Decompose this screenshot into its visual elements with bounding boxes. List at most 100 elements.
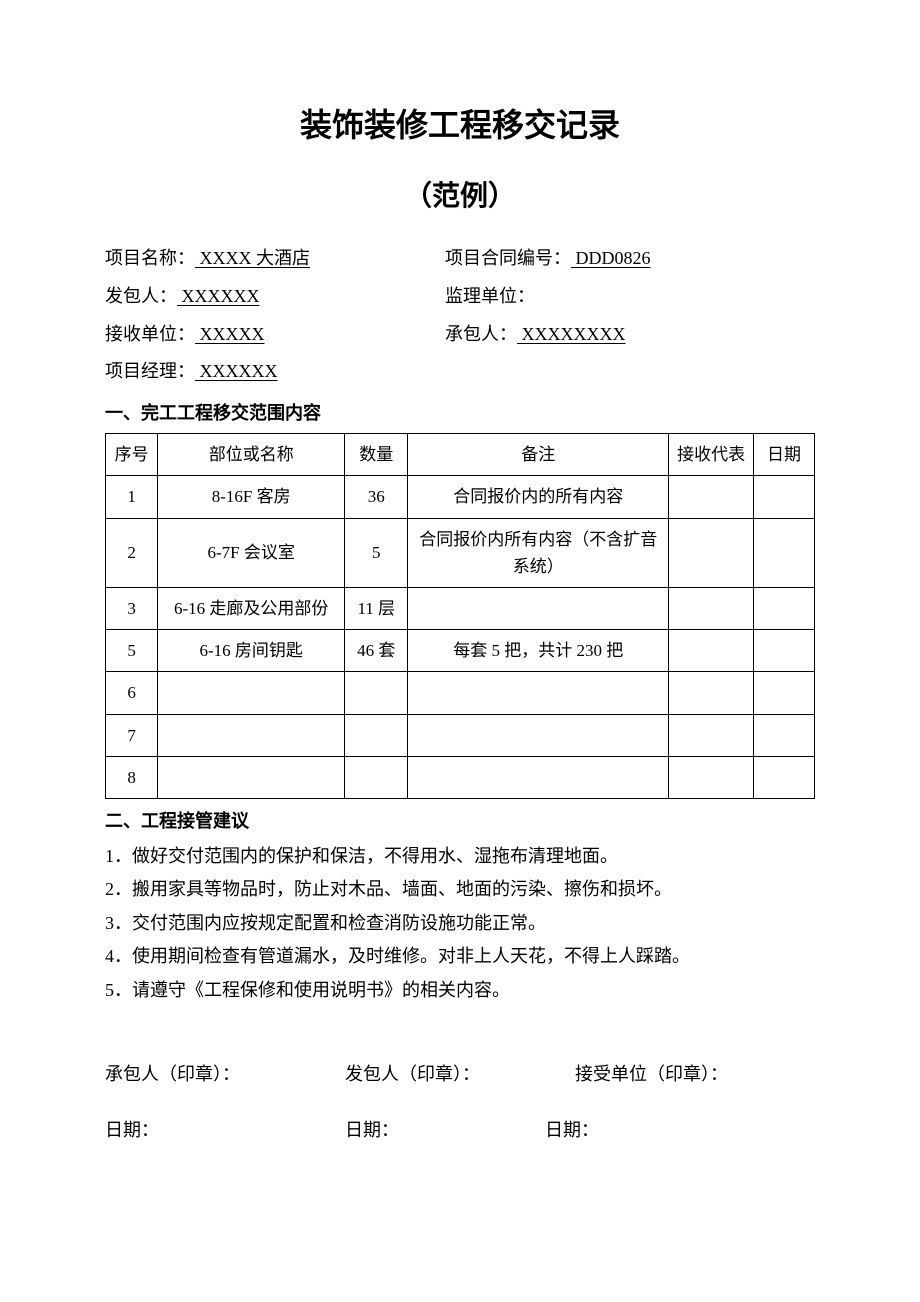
table-cell (345, 672, 408, 714)
table-row: 18-16F 客房36合同报价内的所有内容 (106, 476, 815, 518)
table-cell: 5 (345, 518, 408, 587)
table-cell: 7 (106, 714, 158, 756)
sign-client: 发包人（印章）： (345, 1060, 575, 1086)
table-cell: 2 (106, 518, 158, 587)
table-cell: 11 层 (345, 587, 408, 629)
table-row: 7 (106, 714, 815, 756)
table-cell: 6 (106, 672, 158, 714)
sign-receiver: 接受单位（印章）： (575, 1060, 815, 1086)
table-row: 26-7F 会议室5合同报价内所有内容（不含扩音系统） (106, 518, 815, 587)
handover-table: 序号 部位或名称 数量 备注 接收代表 日期 18-16F 客房36合同报价内的… (105, 433, 815, 799)
table-cell (754, 476, 815, 518)
table-cell (754, 672, 815, 714)
receiver-value: XXXXX (195, 324, 265, 344)
table-row: 8 (106, 756, 815, 798)
table-cell: 8 (106, 756, 158, 798)
contract-no-field: 项目合同编号： DDD0826 (445, 240, 815, 278)
table-cell: 8-16F 客房 (158, 476, 345, 518)
table-cell (408, 587, 669, 629)
table-cell (158, 714, 345, 756)
table-cell (345, 756, 408, 798)
table-row: 6 (106, 672, 815, 714)
table-cell: 1 (106, 476, 158, 518)
title-sub: （范例） (105, 174, 815, 214)
table-cell (669, 587, 754, 629)
table-row: 56-16 房间钥匙46 套每套 5 把，共计 230 把 (106, 630, 815, 672)
table-cell (669, 630, 754, 672)
pm-value: XXXXXX (195, 361, 278, 381)
col-seq: 序号 (106, 434, 158, 476)
col-name: 部位或名称 (158, 434, 345, 476)
suggestion-list: 1．做好交付范围内的保护和保洁，不得用水、湿拖布清理地面。2．搬用家具等物品时，… (105, 841, 815, 1007)
info-row-4: 项目经理： XXXXXX (105, 353, 815, 391)
contract-no-value: DDD0826 (571, 248, 651, 268)
table-cell (669, 756, 754, 798)
date-1: 日期： (105, 1116, 345, 1142)
date-3: 日期： (545, 1116, 815, 1142)
client-label: 发包人： (105, 286, 177, 306)
info-row-3: 接收单位： XXXXX 承包人： XXXXXXXX (105, 316, 815, 354)
table-cell: 合同报价内的所有内容 (408, 476, 669, 518)
table-cell (669, 518, 754, 587)
receiver-label: 接收单位： (105, 324, 195, 344)
table-cell (669, 672, 754, 714)
table-cell (754, 714, 815, 756)
table-cell (754, 587, 815, 629)
pm-label: 项目经理： (105, 361, 195, 381)
table-cell (408, 756, 669, 798)
section2-heading: 二、工程接管建议 (105, 807, 815, 833)
signature-row: 承包人（印章）： 发包人（印章）： 接受单位（印章）： (105, 1060, 815, 1086)
table-cell: 3 (106, 587, 158, 629)
table-cell (158, 756, 345, 798)
table-cell (345, 714, 408, 756)
table-cell (754, 630, 815, 672)
table-cell: 6-16 房间钥匙 (158, 630, 345, 672)
date-row: 日期： 日期： 日期： (105, 1116, 815, 1142)
section1-heading: 一、完工工程移交范围内容 (105, 399, 815, 425)
client-field: 发包人： XXXXXX (105, 278, 445, 316)
table-cell (669, 476, 754, 518)
info-row-2: 发包人： XXXXXX 监理单位： (105, 278, 815, 316)
table-cell: 每套 5 把，共计 230 把 (408, 630, 669, 672)
suggestion-item: 3．交付范围内应按规定配置和检查消防设施功能正常。 (105, 908, 815, 940)
suggestion-item: 2．搬用家具等物品时，防止对木品、墙面、地面的污染、擦伤和损坏。 (105, 874, 815, 906)
table-cell: 6-7F 会议室 (158, 518, 345, 587)
table-row: 36-16 走廊及公用部份11 层 (106, 587, 815, 629)
table-cell: 合同报价内所有内容（不含扩音系统） (408, 518, 669, 587)
table-header-row: 序号 部位或名称 数量 备注 接收代表 日期 (106, 434, 815, 476)
col-rep: 接收代表 (669, 434, 754, 476)
date-2: 日期： (345, 1116, 545, 1142)
table-cell (408, 714, 669, 756)
table-cell (754, 756, 815, 798)
col-remark: 备注 (408, 434, 669, 476)
table-cell: 6-16 走廊及公用部份 (158, 587, 345, 629)
contract-no-label: 项目合同编号： (445, 248, 571, 268)
suggestion-item: 1．做好交付范围内的保护和保洁，不得用水、湿拖布清理地面。 (105, 841, 815, 873)
table-body: 18-16F 客房36合同报价内的所有内容26-7F 会议室5合同报价内所有内容… (106, 476, 815, 799)
info-section: 项目名称： XXXX 大酒店 项目合同编号： DDD0826 发包人： XXXX… (105, 240, 815, 391)
contractor-value: XXXXXXXX (517, 324, 626, 344)
table-cell: 36 (345, 476, 408, 518)
suggestion-item: 4．使用期间检查有管道漏水，及时维修。对非上人天花，不得上人踩踏。 (105, 941, 815, 973)
project-name-label: 项目名称： (105, 248, 195, 268)
table-cell (669, 714, 754, 756)
suggestion-item: 5．请遵守《工程保修和使用说明书》的相关内容。 (105, 975, 815, 1007)
project-name-value: XXXX 大酒店 (195, 248, 310, 268)
contractor-field: 承包人： XXXXXXXX (445, 316, 815, 354)
receiver-field: 接收单位： XXXXX (105, 316, 445, 354)
supervisor-label: 监理单位： (445, 286, 535, 306)
pm-field: 项目经理： XXXXXX (105, 353, 445, 391)
col-qty: 数量 (345, 434, 408, 476)
sign-contractor: 承包人（印章）： (105, 1060, 345, 1086)
table-cell: 5 (106, 630, 158, 672)
table-cell (754, 518, 815, 587)
table-cell (408, 672, 669, 714)
title-main: 装饰装修工程移交记录 (105, 100, 815, 146)
table-cell (158, 672, 345, 714)
col-date: 日期 (754, 434, 815, 476)
table-cell: 46 套 (345, 630, 408, 672)
supervisor-field: 监理单位： (445, 278, 815, 316)
project-name-field: 项目名称： XXXX 大酒店 (105, 240, 445, 278)
client-value: XXXXXX (177, 286, 260, 306)
info-row-1: 项目名称： XXXX 大酒店 项目合同编号： DDD0826 (105, 240, 815, 278)
